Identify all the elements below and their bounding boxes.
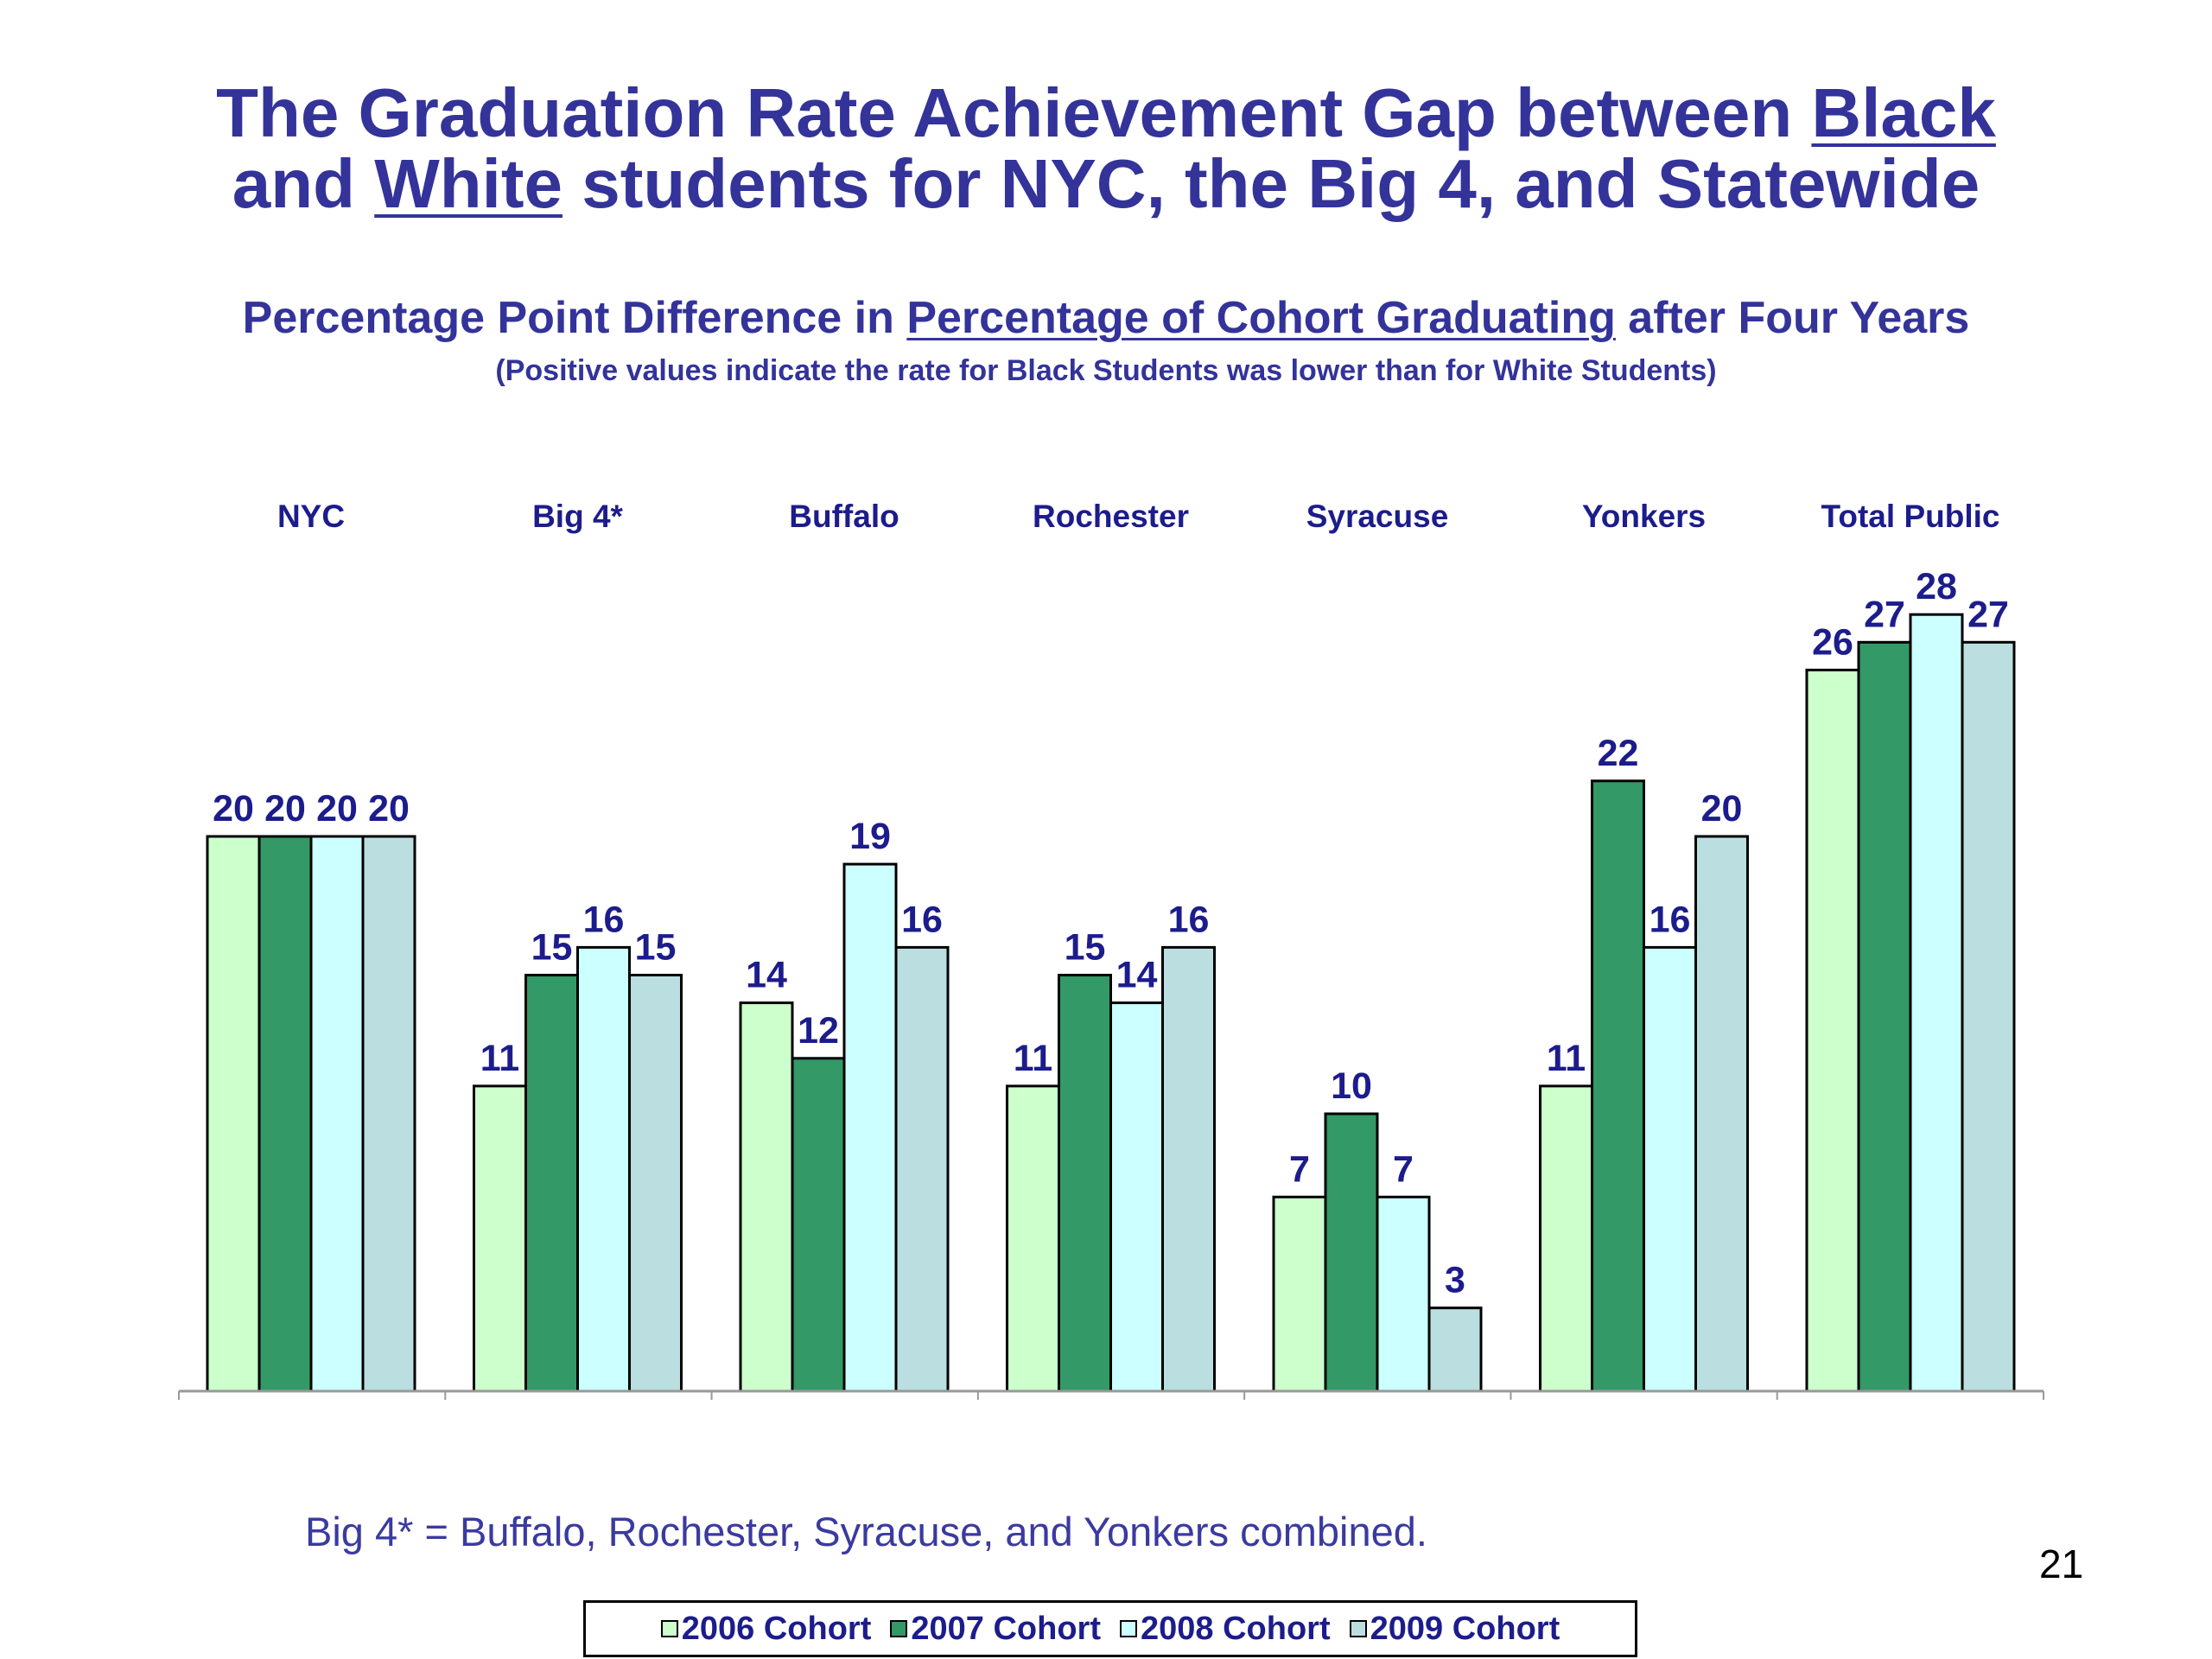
data-label: 20 xyxy=(1701,788,1743,830)
legend-item: 2006 Cohort xyxy=(660,1610,872,1648)
data-label: 7 xyxy=(1393,1148,1414,1190)
title-black-underlined: Black xyxy=(1811,74,1996,151)
data-label: 15 xyxy=(1065,927,1106,969)
data-label: 16 xyxy=(583,899,625,940)
bar xyxy=(1006,1084,1060,1393)
page-number: 21 xyxy=(2039,1541,2084,1586)
bar xyxy=(257,835,313,1393)
data-label: 7 xyxy=(1289,1148,1310,1190)
legend-swatch xyxy=(1349,1620,1367,1637)
title-line-2-prefix: and xyxy=(232,145,375,222)
bar xyxy=(894,945,950,1393)
title-line-2: and White students for NYC, the Big 4, a… xyxy=(0,149,2212,219)
bar xyxy=(1805,668,1860,1393)
category-label: Yonkers xyxy=(1582,499,1706,534)
category-label: Syracuse xyxy=(1306,499,1449,534)
bar xyxy=(473,1084,527,1393)
bar xyxy=(1058,974,1112,1393)
bar xyxy=(1643,945,1697,1393)
data-label: 27 xyxy=(1864,594,1905,635)
chart-subtitle: Percentage Point Difference in Percentag… xyxy=(0,294,2212,342)
subtitle-underlined: Percentage of Cohort Graduating xyxy=(906,293,1616,343)
title-line-2-suffix: students for NYC, the Big 4, and Statewi… xyxy=(562,145,1980,222)
bar xyxy=(1427,1306,1483,1393)
bar xyxy=(842,862,898,1393)
legend-item: 2007 Cohort xyxy=(890,1611,1101,1648)
data-label: 11 xyxy=(480,1038,519,1079)
data-label: 27 xyxy=(1967,594,2009,635)
data-label: 28 xyxy=(1916,566,1957,607)
data-label: 20 xyxy=(213,788,254,830)
category-label: Big 4* xyxy=(532,499,623,534)
data-label: 14 xyxy=(1116,955,1158,996)
data-label: 20 xyxy=(264,788,306,830)
bar xyxy=(1591,779,1645,1393)
bar xyxy=(1539,1084,1593,1393)
title-line-1: The Graduation Rate Achievement Gap betw… xyxy=(0,78,2212,149)
category-label: NYC xyxy=(277,499,345,534)
data-label: 12 xyxy=(798,1010,839,1052)
legend-label: 2008 Cohort xyxy=(1141,1610,1331,1647)
legend-label: 2009 Cohort xyxy=(1370,1610,1560,1647)
chart-note: (Positive values indicate the rate for B… xyxy=(495,354,1717,387)
data-label: 16 xyxy=(1649,899,1691,940)
data-label: 26 xyxy=(1812,621,1853,663)
category-label: Buffalo xyxy=(789,499,899,534)
subtitle-suffix: after Four Years xyxy=(1615,293,1970,343)
legend-swatch xyxy=(890,1620,908,1637)
data-label: 20 xyxy=(368,788,410,830)
legend-item: 2009 Cohort xyxy=(1349,1610,1560,1648)
bar xyxy=(1272,1195,1327,1393)
bar xyxy=(1324,1112,1379,1393)
data-label: 3 xyxy=(1445,1260,1465,1301)
bar xyxy=(576,945,631,1393)
data-label: 11 xyxy=(1014,1038,1052,1079)
category-label: Total Public xyxy=(1821,499,2000,534)
data-label: 15 xyxy=(635,927,677,969)
bar xyxy=(791,1057,846,1393)
bar xyxy=(1857,640,1912,1393)
bar xyxy=(739,1001,794,1393)
legend-label: 2006 Cohort xyxy=(681,1610,872,1647)
data-label: 16 xyxy=(901,899,943,940)
data-label: 14 xyxy=(746,955,787,996)
bar xyxy=(361,835,416,1393)
legend-swatch xyxy=(660,1620,678,1637)
data-label: 10 xyxy=(1331,1065,1372,1107)
data-label: 16 xyxy=(1168,899,1210,940)
title-white-underlined: White xyxy=(374,145,563,222)
bar xyxy=(1376,1195,1431,1393)
bar xyxy=(1109,1001,1164,1393)
bar xyxy=(1961,640,2016,1393)
chart-legend: 2006 Cohort 2007 Cohort 2008 Cohort 2009 Co… xyxy=(583,1600,1637,1657)
data-label: 15 xyxy=(531,927,573,969)
footnote: Big 4* = Buffalo, Rochester, Syracuse, a… xyxy=(305,1509,1427,1554)
data-label: 20 xyxy=(316,788,358,830)
bar xyxy=(206,835,261,1393)
title-line-1-prefix: The Graduation Rate Achievement Gap betw… xyxy=(216,74,1812,151)
bar xyxy=(309,835,365,1393)
data-label: 19 xyxy=(849,816,891,857)
data-label: 22 xyxy=(1598,733,1639,774)
subtitle-prefix: Percentage Point Difference in xyxy=(242,293,907,343)
bar xyxy=(1694,835,1749,1393)
bar xyxy=(524,974,579,1393)
legend-label: 2007 Cohort xyxy=(911,1610,1101,1647)
legend-swatch xyxy=(1120,1620,1137,1637)
data-label: 11 xyxy=(1547,1038,1586,1079)
bar xyxy=(1161,945,1216,1393)
legend-item: 2008 Cohort xyxy=(1120,1611,1331,1648)
category-label: Rochester xyxy=(1033,499,1189,534)
bar xyxy=(1909,613,1964,1393)
bar xyxy=(628,974,683,1393)
